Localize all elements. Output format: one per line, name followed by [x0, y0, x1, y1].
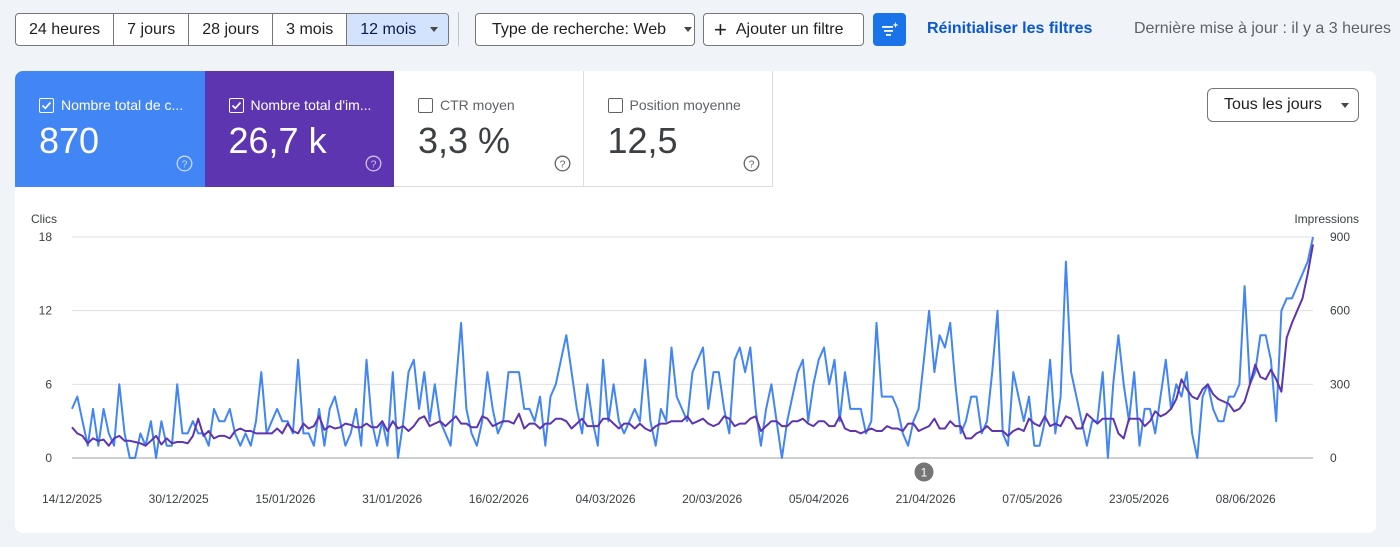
right-tick-label: 300: [1330, 377, 1350, 391]
right-tick-label: 0: [1330, 451, 1337, 465]
left-tick-label: 0: [45, 451, 52, 465]
search-type-label: Type de recherche: Web: [492, 20, 667, 38]
metric-header: CTR moyen: [418, 97, 568, 113]
metric-tab-impressions[interactable]: Nombre total d'im... 26,7 k ?: [204, 71, 394, 187]
range-28d-button[interactable]: 28 jours: [189, 14, 274, 45]
days-filter-dropdown[interactable]: Tous les jours: [1207, 88, 1359, 122]
svg-text:?: ?: [749, 158, 755, 170]
right-tick-label: 900: [1330, 230, 1350, 244]
left-tick-label: 12: [39, 304, 53, 318]
metric-tab-ctr[interactable]: CTR moyen 3,3 % ?: [394, 71, 584, 187]
help-icon[interactable]: ?: [554, 155, 571, 172]
metric-header: Nombre total d'im...: [228, 97, 379, 113]
days-filter-label: Tous les jours: [1224, 96, 1322, 113]
checkbox-unchecked-icon[interactable]: [418, 97, 433, 113]
metric-value: 12,5: [607, 120, 678, 161]
svg-text:?: ?: [559, 158, 565, 170]
left-tick-label: 6: [45, 377, 52, 391]
add-filter-label: Ajouter un filtre: [735, 20, 844, 38]
last-update-text: Dernière mise à jour : il y a 3 heures: [1134, 20, 1391, 37]
x-tick-label: 30/12/2025: [149, 492, 209, 506]
metric-value: 3,3 %: [418, 120, 511, 161]
svg-text:?: ?: [371, 158, 377, 170]
performance-chart: Clics Impressions 18 900 12 600 6 300 0 0 14/12/…: [31, 212, 1359, 506]
metric-tab-clicks[interactable]: Nombre total de c... 870 ?: [15, 71, 205, 187]
x-tick-label: 05/04/2026: [789, 492, 849, 506]
metric-tab-position[interactable]: Position moyenne 12,5 ?: [583, 71, 773, 187]
metric-value: 870: [39, 120, 100, 161]
clicks-series-line: [71, 236, 1314, 459]
reset-filters-link[interactable]: Réinitialiser les filtres: [927, 20, 1093, 37]
range-12m-label: 12 mois: [360, 20, 417, 38]
grid: [72, 236, 1313, 459]
x-tick-label: 15/01/2026: [255, 492, 315, 506]
divider: [458, 12, 459, 46]
compare-filter-button[interactable]: [873, 13, 906, 46]
annotation-marker-label: 1: [921, 466, 928, 480]
metric-header: Position moyenne: [607, 97, 758, 113]
right-tick-label: 600: [1330, 304, 1350, 318]
checkbox-unchecked-icon[interactable]: [607, 97, 623, 113]
x-tick-label: 21/04/2026: [896, 492, 956, 506]
help-icon[interactable]: ?: [365, 155, 382, 172]
checkbox-checked-icon[interactable]: [39, 97, 54, 113]
metric-value: 26,7 k: [228, 120, 327, 161]
x-tick-label: 07/05/2026: [1002, 492, 1062, 506]
checkbox-checked-icon[interactable]: [228, 97, 244, 113]
x-tick-label: 31/01/2026: [362, 492, 422, 506]
range-12m-button[interactable]: 12 mois: [347, 14, 449, 45]
range-3m-button[interactable]: 3 mois: [273, 14, 348, 45]
x-tick-label: 23/05/2026: [1109, 492, 1169, 506]
chevron-down-icon: [430, 27, 439, 32]
right-axis-label: Impressions: [1294, 212, 1359, 226]
range-7d-button[interactable]: 7 jours: [114, 14, 190, 45]
toolbar: 24 heures 7 jours 28 jours 3 mois 12 moi…: [0, 0, 1400, 60]
series-lines: [71, 236, 1314, 459]
help-icon[interactable]: ?: [176, 155, 193, 172]
chevron-down-icon: [684, 27, 693, 32]
add-filter-button[interactable]: + Ajouter un filtre: [703, 13, 864, 46]
x-tick-label: 14/12/2025: [42, 492, 102, 506]
axis-ticks: 18 900 12 600 6 300 0 0 14/12/2025 30/12/2025 15/0…: [39, 230, 1351, 506]
left-axis-label: Clics: [31, 212, 57, 226]
plus-icon: +: [714, 16, 727, 42]
metric-tabs: Nombre total de c... 870 ? Nombre total …: [15, 71, 773, 187]
date-range-selector: 24 heures 7 jours 28 jours 3 mois 12 moi…: [15, 13, 450, 46]
annotation-marker[interactable]: 1: [914, 462, 934, 482]
help-icon[interactable]: ?: [743, 155, 760, 172]
x-tick-label: 16/02/2026: [469, 492, 529, 506]
range-24h-button[interactable]: 24 heures: [16, 14, 115, 45]
x-tick-label: 20/03/2026: [682, 492, 742, 506]
performance-card: Nombre total de c... 870 ? Nombre total …: [15, 71, 1376, 533]
x-tick-label: 08/06/2026: [1216, 492, 1276, 506]
metric-header: Nombre total de c...: [39, 97, 189, 113]
svg-text:?: ?: [181, 158, 187, 170]
filter-sparkle-icon: [881, 21, 898, 36]
search-type-dropdown[interactable]: Type de recherche: Web: [475, 13, 695, 46]
impressions-series-line: [71, 244, 1314, 447]
left-tick-label: 18: [39, 230, 53, 244]
x-tick-label: 04/03/2026: [575, 492, 635, 506]
chevron-down-icon: [1340, 102, 1349, 108]
